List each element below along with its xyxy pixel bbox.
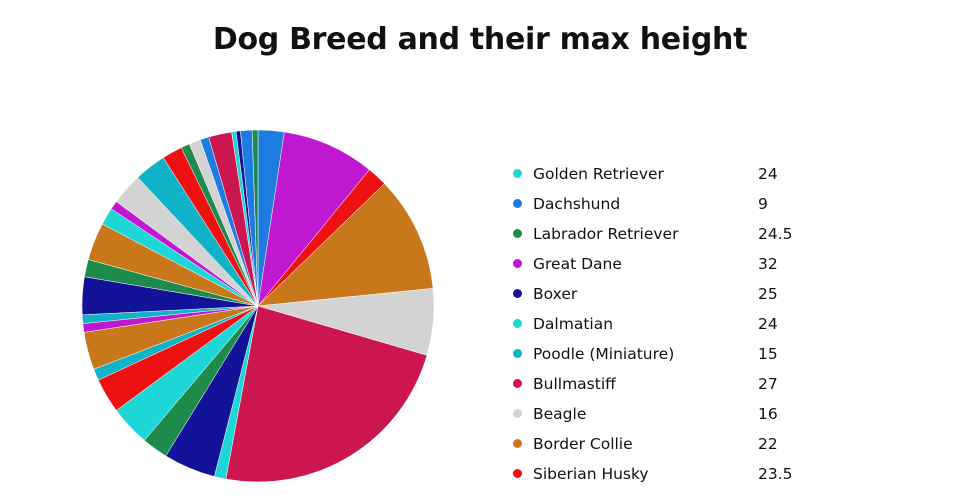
legend-item[interactable]: Boxer 25 [508, 280, 948, 310]
legend-value: 23.5 [758, 465, 793, 483]
legend-marker [513, 289, 522, 298]
legend-label: Boxer [533, 285, 578, 303]
pie-slice-1[interactable] [257, 131, 370, 307]
legend-marker [513, 349, 522, 358]
legend-item[interactable]: Great Dane 32 [508, 250, 948, 280]
pie-slice-3[interactable] [257, 183, 434, 307]
legend-value: 9 [758, 195, 768, 213]
legend-marker [513, 469, 522, 478]
legend-item[interactable]: Border Collie 22 [508, 430, 948, 460]
legend-marker [513, 319, 522, 328]
pie-slice-5[interactable] [225, 305, 428, 483]
legend-value: 25 [758, 285, 778, 303]
legend-value: 15 [758, 345, 778, 363]
legend-label: Beagle [533, 405, 587, 423]
legend-item[interactable]: Golden Retriever 24 [508, 160, 948, 190]
legend-item[interactable]: Dalmatian 24 [508, 310, 948, 340]
legend-label: Border Collie [533, 435, 633, 453]
legend-value: 16 [758, 405, 778, 423]
legend-item[interactable]: Siberian Husky 23.5 [508, 460, 948, 490]
legend-item[interactable]: Beagle 16 [508, 400, 948, 430]
legend: Golden Retriever 24 Dachshund 9 Labrador Ret… [508, 160, 948, 500]
legend-item[interactable]: Poodle (Miniature) 15 [508, 340, 948, 370]
pie-slice-30[interactable] [251, 129, 259, 307]
legend-marker [513, 259, 522, 268]
legend-item[interactable]: Dachshund 9 [508, 190, 948, 220]
legend-marker [513, 199, 522, 208]
chart-title: Dog Breed and their max height [212, 22, 748, 57]
legend-marker [513, 409, 522, 418]
legend-label: Dachshund [533, 195, 621, 213]
legend-label: Labrador Retriever [533, 225, 679, 243]
legend-value: 32 [758, 255, 778, 273]
legend-label: Bullmastiff [533, 375, 616, 393]
legend-value: 24.5 [758, 225, 793, 243]
legend-marker [513, 439, 522, 448]
legend-marker [513, 169, 522, 178]
legend-value: 24 [758, 165, 778, 183]
legend-value: 24 [758, 315, 778, 333]
legend-item[interactable]: Labrador Retriever 24.5 [508, 220, 948, 250]
legend-label: Golden Retriever [533, 165, 664, 183]
legend-label: Siberian Husky [533, 465, 649, 483]
legend-value: 27 [758, 375, 778, 393]
legend-value: 22 [758, 435, 778, 453]
legend-label: Dalmatian [533, 315, 614, 333]
legend-label: Poodle (Miniature) [533, 345, 675, 363]
legend-marker [513, 379, 522, 388]
legend-item[interactable]: Bullmastiff 27 [508, 370, 948, 400]
legend-marker [513, 229, 522, 238]
legend-label: Great Dane [533, 255, 622, 273]
